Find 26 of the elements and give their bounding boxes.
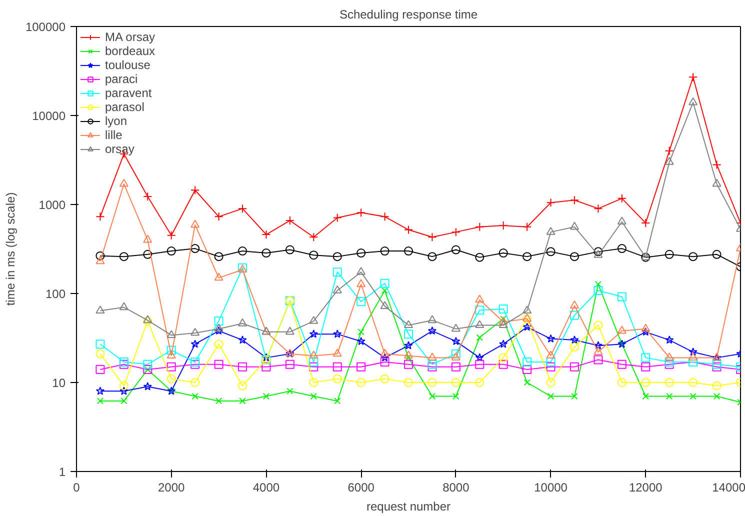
legend-label: lille xyxy=(105,128,124,142)
x-axis-title: request number xyxy=(366,500,451,514)
legend-label: toulouse xyxy=(105,58,150,72)
y-tick-label: 100000 xyxy=(25,20,66,34)
x-tick-label: 14000 xyxy=(712,480,745,494)
legend-label: MA orsay xyxy=(105,30,156,44)
y-axis-title: time in ms (log scale) xyxy=(3,192,18,306)
x-tick-label: 6000 xyxy=(348,480,375,494)
legend-label: parasol xyxy=(105,100,144,114)
x-tick-label: 8000 xyxy=(442,480,470,494)
y-tick-label: 100 xyxy=(45,287,66,301)
legend-label: paraci xyxy=(105,72,138,86)
legend-label: bordeaux xyxy=(105,44,156,58)
y-tick-label: 10 xyxy=(52,376,66,390)
chart-title: Scheduling response time xyxy=(339,8,478,22)
x-tick-label: 12000 xyxy=(628,480,663,494)
y-tick-label: 1 xyxy=(58,465,66,479)
legend-label: orsay xyxy=(105,142,134,156)
x-tick-label: 2000 xyxy=(158,480,186,494)
y-tick-label: 1000 xyxy=(38,198,66,212)
legend-label: paravent xyxy=(105,86,152,100)
x-tick-label: 0 xyxy=(73,480,80,494)
x-tick-label: 4000 xyxy=(252,480,280,494)
legend-label: lyon xyxy=(105,114,128,128)
y-tick-label: 10000 xyxy=(32,109,66,123)
x-tick-label: 10000 xyxy=(534,480,568,494)
